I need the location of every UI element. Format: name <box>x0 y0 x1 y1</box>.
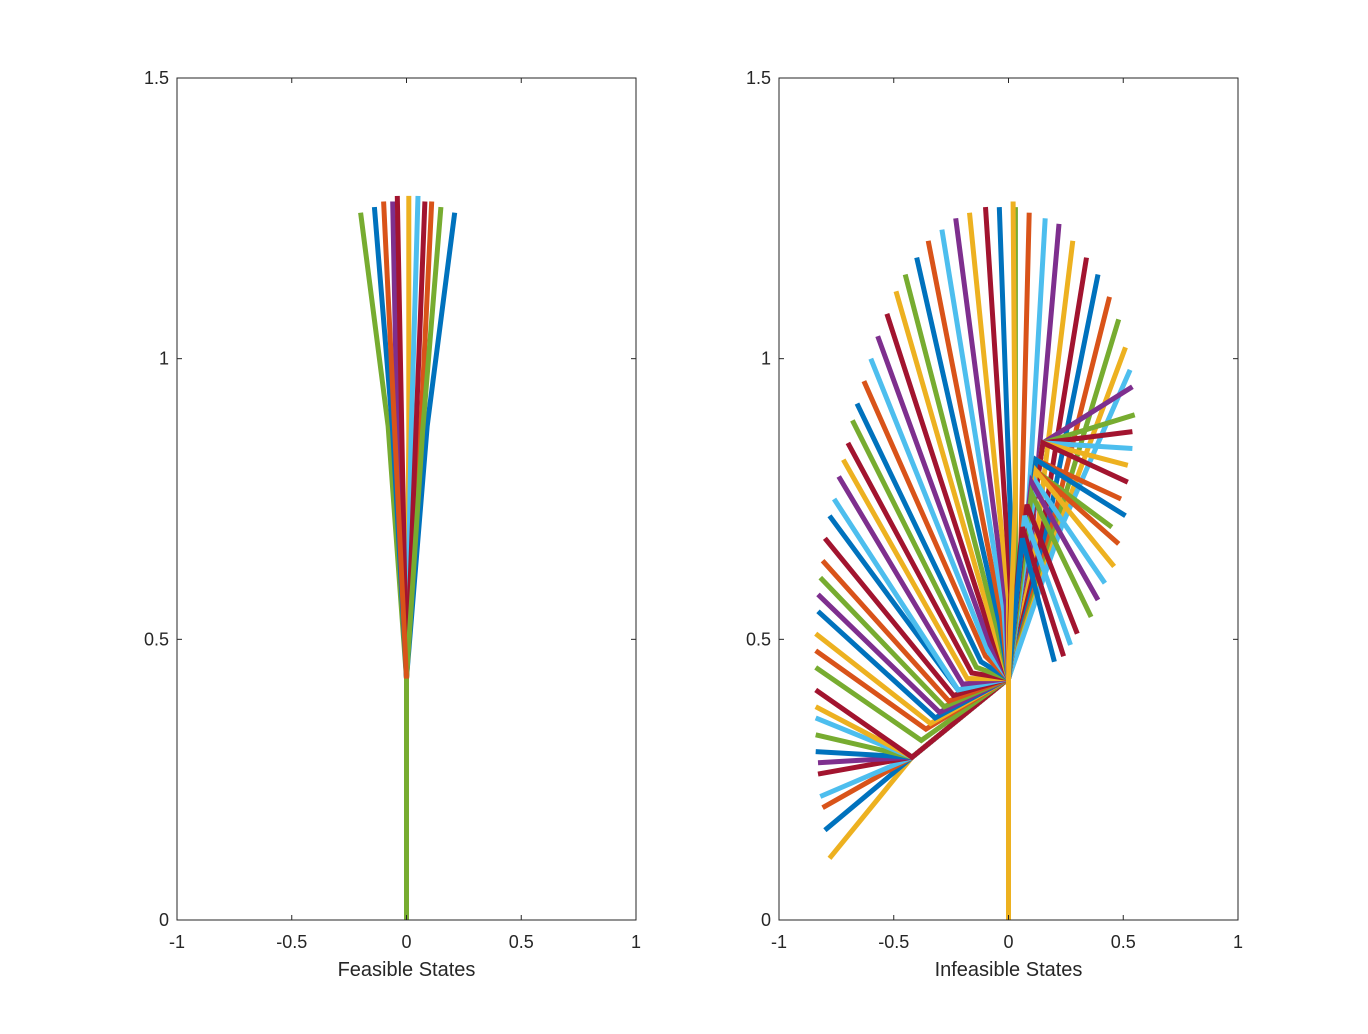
tick-labels: -1 -0.5 0 0.5 1 0 0.5 1 1.5 <box>746 68 1243 952</box>
tick-labels: -1 -0.5 0 0.5 1 0 0.5 1 1.5 <box>144 68 641 952</box>
axes-infeasible-states: -1 -0.5 0 0.5 1 0 0.5 1 1.5 Infeasible States <box>746 68 1243 981</box>
feasible-trajectories <box>358 195 458 920</box>
x-tick-label: -1 <box>771 932 787 952</box>
y-tick-label: 0.5 <box>144 629 169 649</box>
y-tick-label: 0 <box>761 910 771 930</box>
x-tick-label: 0 <box>401 932 411 952</box>
infeasible-trajectories <box>814 201 1136 920</box>
x-axis-label: Infeasible States <box>935 959 1083 981</box>
x-tick-label: -0.5 <box>276 932 307 952</box>
x-tick-label: -1 <box>169 932 185 952</box>
x-tick-label: 1 <box>631 932 641 952</box>
y-tick-label: 1.5 <box>746 68 771 88</box>
x-tick-label: 0 <box>1003 932 1013 952</box>
axes-feasible-states: -1 -0.5 0 0.5 1 0 0.5 1 1.5 Feasible States <box>144 68 641 981</box>
y-tick-label: 0 <box>159 910 169 930</box>
x-tick-label: 0.5 <box>509 932 534 952</box>
y-tick-label: 0.5 <box>746 629 771 649</box>
x-axis-label: Feasible States <box>338 959 476 981</box>
y-tick-label: 1 <box>159 349 169 369</box>
tick-marks <box>176 77 637 921</box>
y-tick-label: 1.5 <box>144 68 169 88</box>
x-tick-label: 1 <box>1233 932 1243 952</box>
tick-marks <box>778 77 1239 921</box>
x-tick-label: 0.5 <box>1111 932 1136 952</box>
y-tick-label: 1 <box>761 349 771 369</box>
x-tick-label: -0.5 <box>878 932 909 952</box>
